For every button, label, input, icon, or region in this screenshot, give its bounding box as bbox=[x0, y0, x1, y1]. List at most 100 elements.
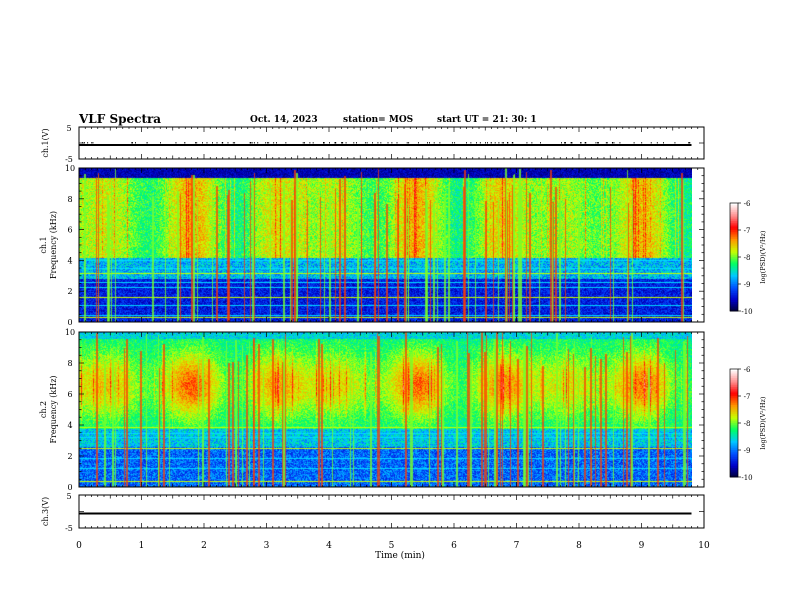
colorbar-segment bbox=[730, 372, 738, 375]
colorbar-segment bbox=[730, 309, 738, 312]
y-tick-label: 8 bbox=[67, 359, 72, 368]
colorbar-segment bbox=[730, 305, 738, 308]
colorbar-segment bbox=[730, 231, 738, 235]
colorbar-segment bbox=[730, 455, 738, 458]
colorbar-segment bbox=[730, 262, 738, 265]
colorbar-segment bbox=[730, 469, 738, 473]
colorbar-segment bbox=[730, 439, 738, 442]
colorbar-segment bbox=[730, 215, 738, 218]
colorbar-segment bbox=[730, 450, 738, 453]
colorbar-segment bbox=[730, 271, 738, 274]
colorbar-segment bbox=[730, 248, 738, 251]
y-tick-label: 2 bbox=[67, 287, 72, 296]
colorbar-segment bbox=[730, 296, 738, 299]
colorbar-segment bbox=[730, 387, 738, 390]
spectrogram-image bbox=[79, 168, 692, 322]
x-axis-label: Time (min) bbox=[375, 550, 425, 561]
colorbar-segment bbox=[730, 453, 738, 456]
y-tick-label: 10 bbox=[65, 328, 75, 337]
colorbar-segment bbox=[730, 287, 738, 290]
colorbar-segment bbox=[730, 239, 738, 242]
colorbar-segment bbox=[730, 249, 738, 253]
x-tick-label: 7 bbox=[514, 541, 520, 551]
colorbar-segment bbox=[730, 378, 738, 381]
colorbar-segment bbox=[730, 255, 738, 258]
colorbar-segment bbox=[730, 257, 738, 260]
colorbar-segment bbox=[730, 253, 738, 256]
colorbar-segment bbox=[730, 224, 738, 227]
y-tick-label: 5 bbox=[66, 492, 71, 501]
colorbar-segment bbox=[730, 267, 738, 271]
date-label: Oct. 14, 2023 bbox=[250, 115, 318, 125]
x-tick-label: 3 bbox=[264, 541, 270, 551]
colorbar-segment bbox=[730, 233, 738, 236]
colorbar-label: log(PSD)(V²/Hz) bbox=[759, 230, 767, 283]
y-axis-label: Frequency (kHz) bbox=[49, 211, 58, 279]
colorbar-segment bbox=[730, 208, 738, 211]
colorbar-segment bbox=[730, 385, 738, 388]
colorbar-segment bbox=[730, 269, 738, 272]
x-tick-label: 4 bbox=[326, 541, 332, 551]
colorbar-segment bbox=[730, 212, 738, 215]
colorbar-segment bbox=[730, 408, 738, 411]
colorbar-segment bbox=[730, 405, 738, 408]
y-tick-label: 2 bbox=[67, 452, 72, 461]
colorbar-segment bbox=[730, 285, 738, 289]
colorbar-segment bbox=[730, 291, 738, 294]
colorbar-tick-label: -7 bbox=[744, 393, 751, 401]
colorbar-segment bbox=[730, 410, 738, 413]
colorbar-segment bbox=[730, 444, 738, 447]
colorbar-segment bbox=[730, 421, 738, 424]
colorbar-segment bbox=[730, 213, 738, 217]
y-tick-label: 4 bbox=[67, 421, 72, 430]
colorbar-segment bbox=[730, 466, 738, 469]
colorbar-segment bbox=[730, 298, 738, 301]
y-tick-label: -5 bbox=[65, 155, 73, 164]
y-axis-label: ch.2 bbox=[39, 401, 48, 418]
colorbar-segment bbox=[730, 204, 738, 208]
colorbar-segment bbox=[730, 468, 738, 471]
colorbar-segment bbox=[730, 369, 738, 372]
colorbar-tick-label: -9 bbox=[744, 447, 751, 455]
colorbar-segment bbox=[730, 300, 738, 303]
colorbar-tick-label: -6 bbox=[744, 366, 751, 374]
colorbar-segment bbox=[730, 260, 738, 263]
colorbar-segment bbox=[730, 217, 738, 220]
colorbar-segment bbox=[730, 471, 738, 474]
colorbar-segment bbox=[730, 228, 738, 231]
x-tick-label: 9 bbox=[639, 541, 645, 551]
colorbar-segment bbox=[730, 397, 738, 401]
colorbar-segment bbox=[730, 433, 738, 437]
colorbar-segment bbox=[730, 428, 738, 431]
colorbar-segment bbox=[730, 441, 738, 444]
colorbar-segment bbox=[730, 237, 738, 240]
colorbar-segment bbox=[730, 278, 738, 281]
colorbar-segment bbox=[730, 273, 738, 276]
colorbar-segment bbox=[730, 246, 738, 249]
colorbar-segment bbox=[730, 394, 738, 397]
y-tick-label: 8 bbox=[67, 195, 72, 204]
colorbar-segment bbox=[730, 390, 738, 393]
colorbar-segment bbox=[730, 399, 738, 402]
colorbar-segment bbox=[730, 464, 738, 467]
colorbar-segment bbox=[730, 376, 738, 379]
colorbar-segment bbox=[730, 388, 738, 392]
colorbar-segment bbox=[730, 284, 738, 287]
colorbar-segment bbox=[730, 381, 738, 384]
colorbar-segment bbox=[730, 264, 738, 267]
colorbar-segment bbox=[730, 275, 738, 278]
y-axis-label: Frequency (kHz) bbox=[49, 375, 58, 443]
colorbar-segment bbox=[730, 401, 738, 404]
y-tick-label: 4 bbox=[67, 256, 72, 265]
colorbar-segment bbox=[730, 276, 738, 280]
x-tick-label: 1 bbox=[139, 541, 145, 551]
colorbar-segment bbox=[730, 423, 738, 426]
x-tick-label: 6 bbox=[451, 541, 457, 551]
colorbar-segment bbox=[730, 258, 738, 262]
colorbar-tick-label: -10 bbox=[741, 474, 752, 482]
colorbar-segment bbox=[730, 266, 738, 269]
y-axis-label: ch.3(V) bbox=[41, 497, 50, 526]
colorbar-segment bbox=[730, 396, 738, 399]
colorbar-segment bbox=[730, 303, 738, 307]
colorbar-segment bbox=[730, 462, 738, 465]
